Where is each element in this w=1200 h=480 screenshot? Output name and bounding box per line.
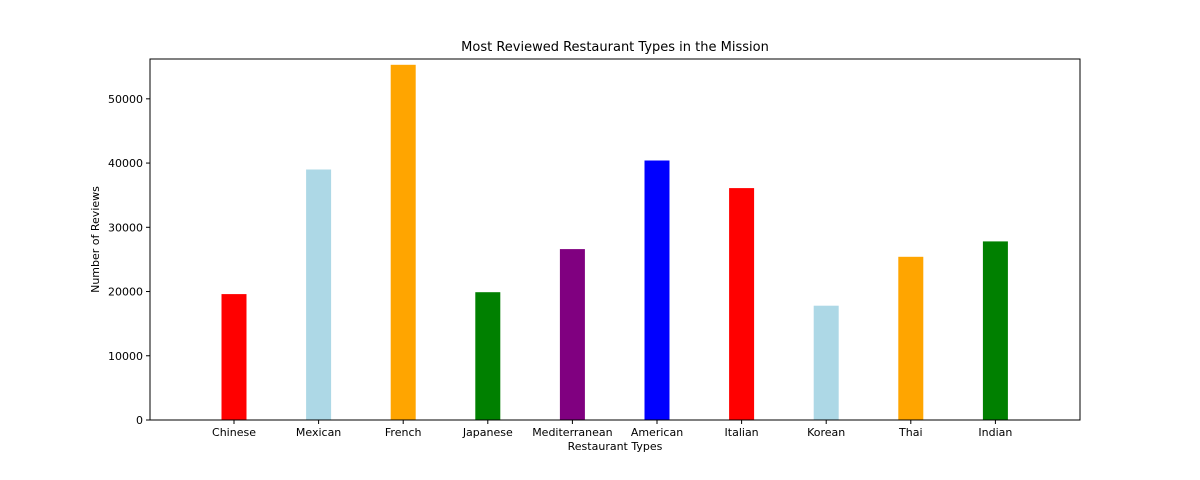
bar-indian — [982, 241, 1008, 420]
y-tick-label: 10000 — [108, 350, 143, 363]
plot-frame — [149, 58, 1081, 421]
y-tick-label: 0 — [136, 414, 143, 427]
bar-american — [644, 160, 670, 420]
bars-group — [221, 64, 1008, 421]
chart-title: Most Reviewed Restaurant Types in the Mi… — [461, 40, 769, 55]
x-tick-label: Korean — [807, 426, 845, 439]
y-tick-label: 40000 — [108, 157, 143, 170]
x-tick-label: French — [385, 426, 422, 439]
x-tick-label: American — [631, 426, 683, 439]
bar-japanese — [475, 292, 501, 420]
x-tick-label: Indian — [978, 426, 1012, 439]
bar-chinese — [221, 294, 247, 420]
bar-french — [390, 64, 416, 421]
y-tick-label: 20000 — [108, 286, 143, 299]
y-axis-label: Number of Reviews — [89, 186, 102, 293]
bar-thai — [898, 256, 924, 420]
x-axis-label: Restaurant Types — [568, 440, 663, 453]
bar-italian — [729, 188, 755, 420]
x-tick-label: Thai — [898, 426, 923, 439]
y-axis-ticks: 0 10000 20000 30000 40000 50000 — [108, 93, 150, 427]
x-axis-ticks: Chinese Mexican French Japanese Mediterranea… — [212, 420, 1012, 439]
x-tick-label: Italian — [725, 426, 759, 439]
x-tick-label: Chinese — [212, 426, 256, 439]
bar-mexican — [306, 169, 332, 420]
x-tick-label: Japanese — [462, 426, 513, 439]
bar-mediterranean — [559, 249, 585, 420]
y-tick-label: 30000 — [108, 221, 143, 234]
y-tick-label: 50000 — [108, 93, 143, 106]
x-tick-label: Mexican — [296, 426, 341, 439]
plot-area — [150, 59, 1080, 420]
x-tick-label: Mediterranean — [532, 426, 612, 439]
bar-korean — [813, 305, 839, 420]
